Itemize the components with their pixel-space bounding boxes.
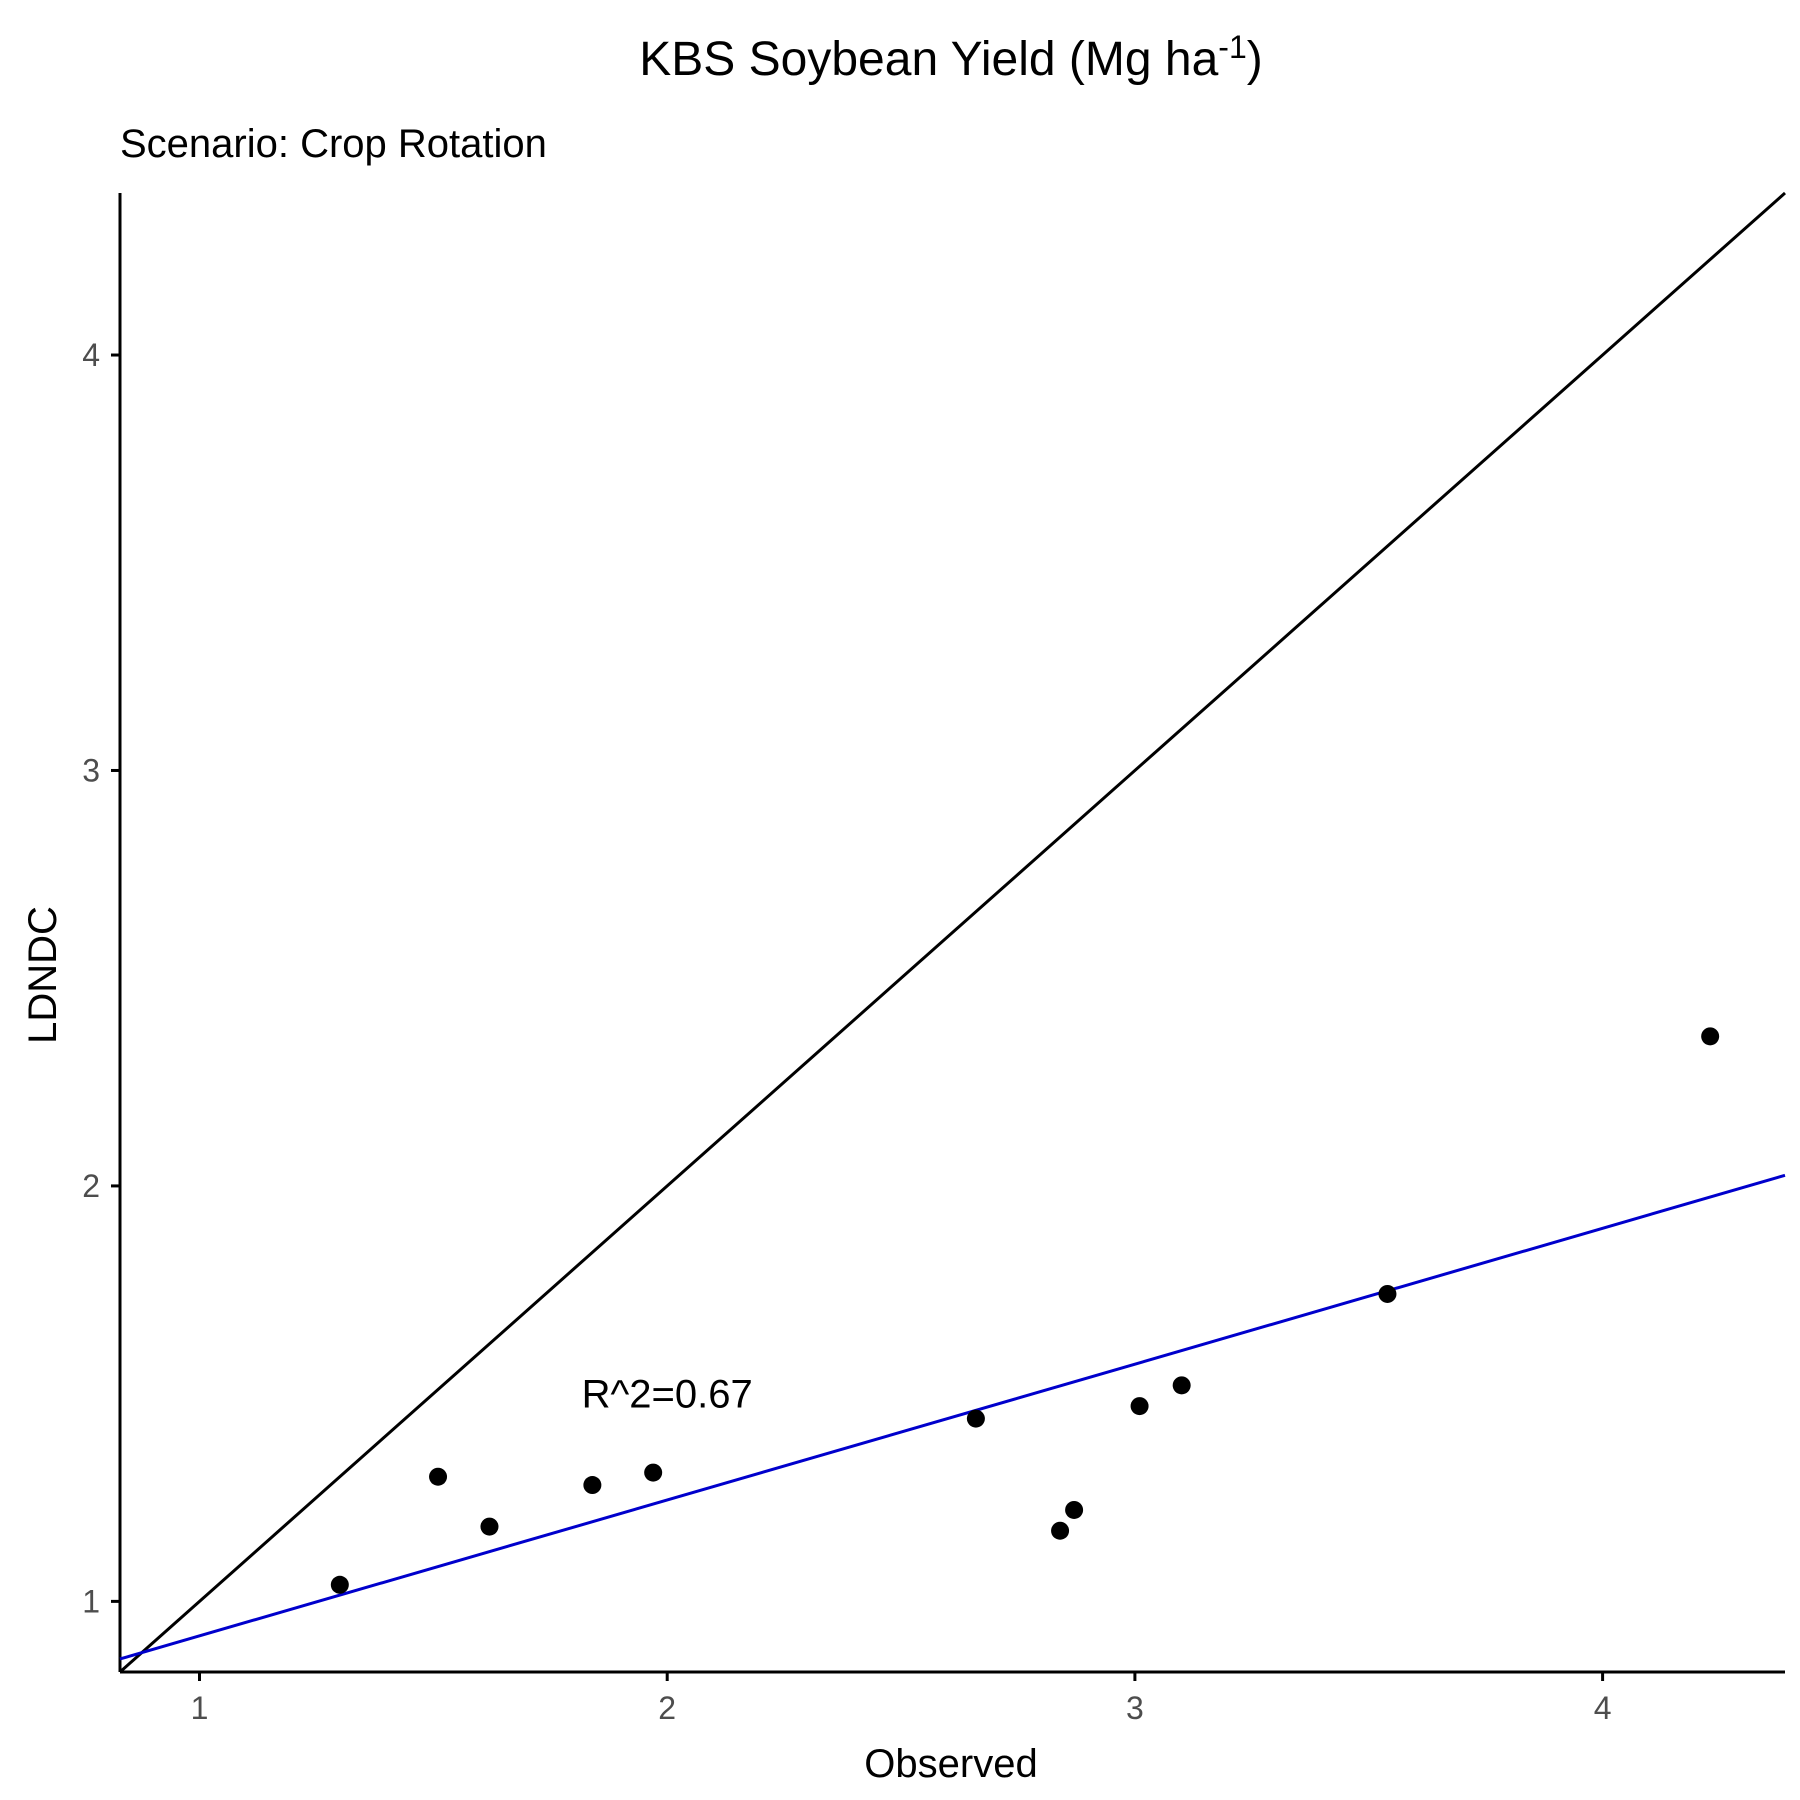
- regression-line: [119, 1173, 1786, 1661]
- data-point-7: [1051, 1521, 1070, 1540]
- chart-title-suffix: ): [1247, 33, 1263, 86]
- chart-subtitle: Scenario: Crop Rotation: [120, 122, 547, 166]
- data-point-10: [1172, 1376, 1191, 1395]
- y-tick-label-3: 3: [82, 752, 100, 788]
- data-point-11: [1378, 1284, 1397, 1303]
- annotation-r2: R^2=0.67: [582, 1373, 753, 1417]
- chart-title-main: KBS Soybean Yield (Mg ha: [639, 33, 1218, 86]
- data-point-8: [1065, 1500, 1084, 1519]
- x-axis-title: Observed: [864, 1742, 1037, 1786]
- data-point-12: [1701, 1027, 1720, 1046]
- identity-line: [119, 191, 1786, 1674]
- data-point-9: [1130, 1397, 1149, 1416]
- y-tick-label-1: 1: [82, 1583, 100, 1619]
- plot-area: 1 2 3 4 1 2 3 4 R^2=0.67: [82, 191, 1786, 1726]
- data-point-5: [644, 1463, 663, 1482]
- x-tick-label-3: 3: [1126, 1690, 1144, 1726]
- x-tick-label-2: 2: [658, 1690, 676, 1726]
- x-tick-label-4: 4: [1594, 1690, 1612, 1726]
- data-point-2: [429, 1467, 448, 1486]
- data-point-1: [330, 1575, 349, 1594]
- y-tick-label-2: 2: [82, 1168, 100, 1204]
- data-point-6: [966, 1409, 985, 1428]
- chart-title: KBS Soybean Yield (Mg ha-1): [639, 29, 1262, 86]
- data-point-3: [480, 1517, 499, 1536]
- data-point-4: [583, 1476, 602, 1495]
- chart-title-superscript: -1: [1218, 29, 1246, 65]
- y-axis-title: LDNDC: [21, 906, 65, 1044]
- x-tick-label-1: 1: [191, 1690, 209, 1726]
- y-tick-label-4: 4: [82, 337, 100, 373]
